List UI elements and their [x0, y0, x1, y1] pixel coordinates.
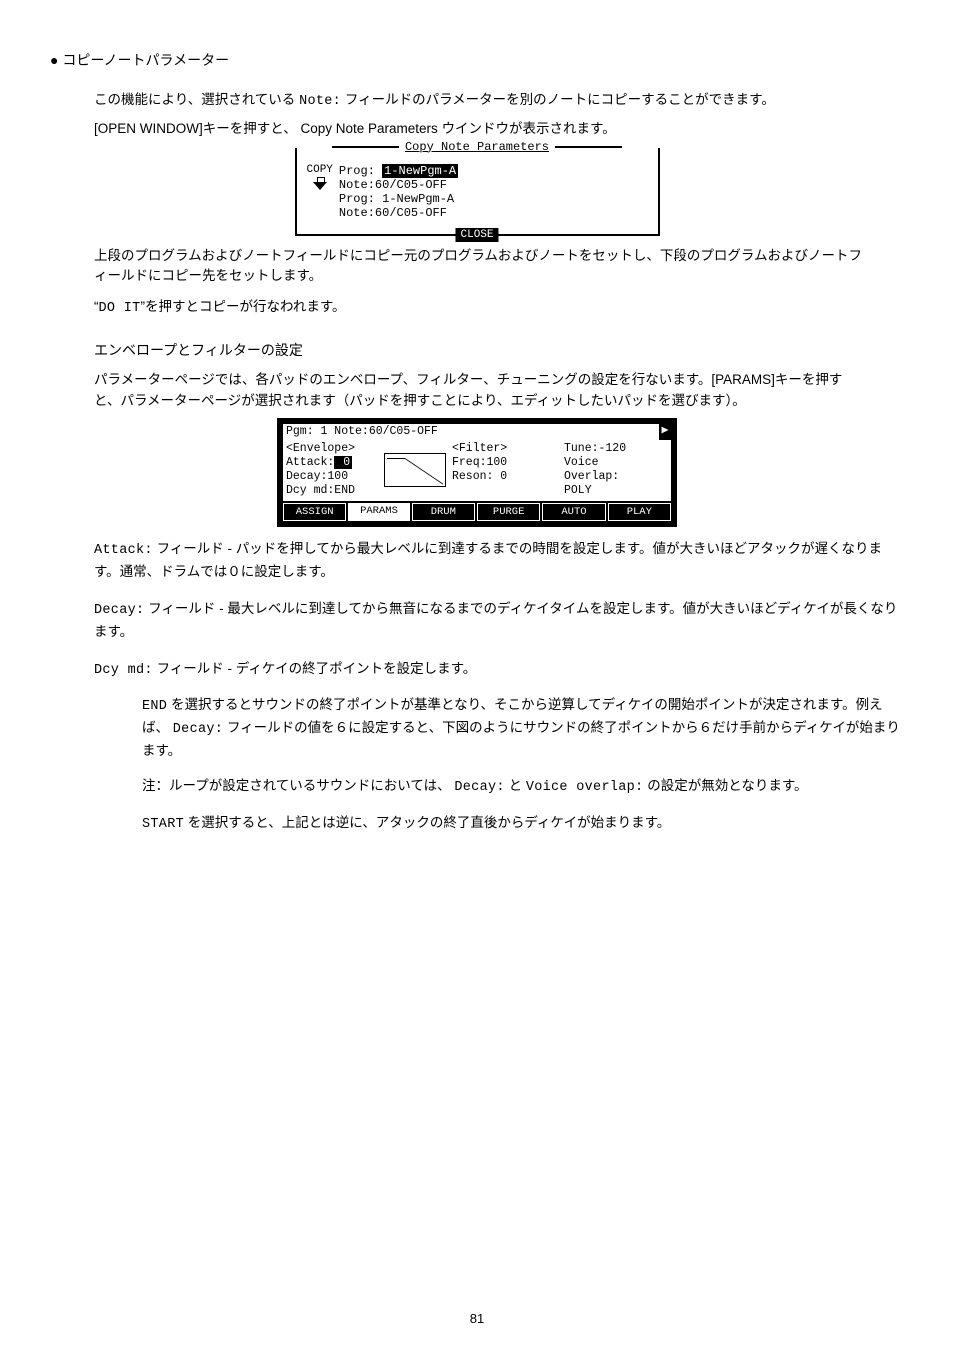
screen-label: <Filter>: [452, 442, 560, 456]
dialog-line: Prog: 1-NewPgm-A: [339, 192, 458, 206]
dialog-line: Note:60/C05-OFF: [339, 178, 458, 192]
screen-label: Voice: [564, 456, 668, 470]
inline-mono-label: Decay:: [173, 722, 223, 737]
tab-play[interactable]: PLAY: [608, 503, 671, 521]
body-text: と: [509, 778, 523, 793]
screen-label: Tune:-120: [564, 442, 668, 456]
body-text: Copy Note Parameters: [300, 121, 437, 136]
page-number: 81: [470, 1309, 484, 1329]
tab-purge[interactable]: PURGE: [477, 503, 540, 521]
screen-label: <Envelope>: [286, 442, 378, 456]
close-button[interactable]: CLOSE: [455, 228, 498, 242]
tab-auto[interactable]: AUTO: [542, 503, 605, 521]
body-text: 注：ループが設定されているサウンドにおいては、: [142, 778, 451, 793]
copy-label: COPY: [307, 164, 333, 176]
body-text: フィールド ‐ パッドを押してから最大レベルに到達するまでの時間を設定します。値…: [94, 541, 882, 579]
body-text: ウインドウが表示されます。: [442, 121, 616, 136]
tab-assign[interactable]: ASSIGN: [283, 503, 346, 521]
envelope-graph: [384, 453, 446, 487]
body-text: パラメーターページでは、各パッドのエンベロープ、フィルター、チューニングの設定を…: [94, 370, 864, 412]
screen-label: Attack:: [286, 456, 334, 469]
screen-label: Decay:100: [286, 470, 378, 484]
screen-label: Overlap:: [564, 470, 668, 484]
body-text: 上段のプログラムおよびノートフィールドにコピー元のプログラムおよびノートをセット…: [94, 246, 864, 288]
dialog-title: Copy Note Parameters: [399, 140, 555, 154]
inline-mono-label: DO IT: [99, 301, 141, 316]
screen-label: Dcy md:END: [286, 484, 378, 498]
section-heading: エンベロープとフィルターの設定: [94, 340, 904, 362]
body-text: フィールド ‐ ディケイの終了ポイントを設定します。: [157, 661, 477, 676]
body-text: フィールドのパラメーターを別のノートにコピーすることができます。: [345, 92, 775, 107]
screen-label: POLY: [564, 484, 668, 498]
body-text: の設定が無効となります。: [647, 778, 807, 793]
arrow-down-icon: [312, 177, 328, 191]
screen-header: Pgm: 1 Note:60/C05-OFF: [283, 424, 659, 440]
screen-label: Reson: 0: [452, 470, 560, 484]
scroll-icon: ▶: [659, 424, 671, 440]
inline-mono-label: Note:: [299, 94, 341, 109]
tab-params[interactable]: PARAMS: [348, 503, 409, 521]
copy-note-dialog: Copy Note Parameters COPY Prog: 1-NewPgm…: [295, 146, 660, 236]
inline-mono-label: Decay:: [454, 780, 504, 795]
params-screen: Pgm: 1 Note:60/C05-OFF ▶ <Envelope> Atta…: [277, 418, 677, 527]
dialog-line: Note:60/C05-OFF: [339, 206, 458, 220]
body-text: フィールド ‐ 最大レベルに到達してから無音になるまでのディケイタイムを設定しま…: [94, 601, 897, 639]
body-text: フィールドの値を６に設定すると、下図のようにサウンドの終了ポイントから６だけ手前…: [142, 720, 900, 758]
screen-value: 0: [334, 456, 352, 469]
option-label: END: [142, 699, 167, 714]
section-heading: ● コピーノートパラメーター: [50, 50, 229, 72]
inline-mono-label: Voice overlap:: [526, 780, 644, 795]
body-text: ”を押すとコピーが行なわれます。: [141, 299, 346, 314]
screen-label: Freq:100: [452, 456, 560, 470]
field-label: Attack:: [94, 543, 153, 558]
dialog-line: Prog:: [339, 164, 375, 178]
body-text: を選択すると、上記とは逆に、アタックの終了直後からディケイが始まります。: [188, 815, 671, 830]
tab-drum[interactable]: DRUM: [412, 503, 475, 521]
body-text: この機能により、選択されている: [94, 92, 295, 107]
field-label: Decay:: [94, 603, 144, 618]
option-label: START: [142, 817, 184, 832]
field-label: Dcy md:: [94, 663, 153, 678]
dialog-selected-value: 1-NewPgm-A: [382, 164, 458, 178]
body-text: [OPEN WINDOW]キーを押すと、: [94, 121, 297, 136]
